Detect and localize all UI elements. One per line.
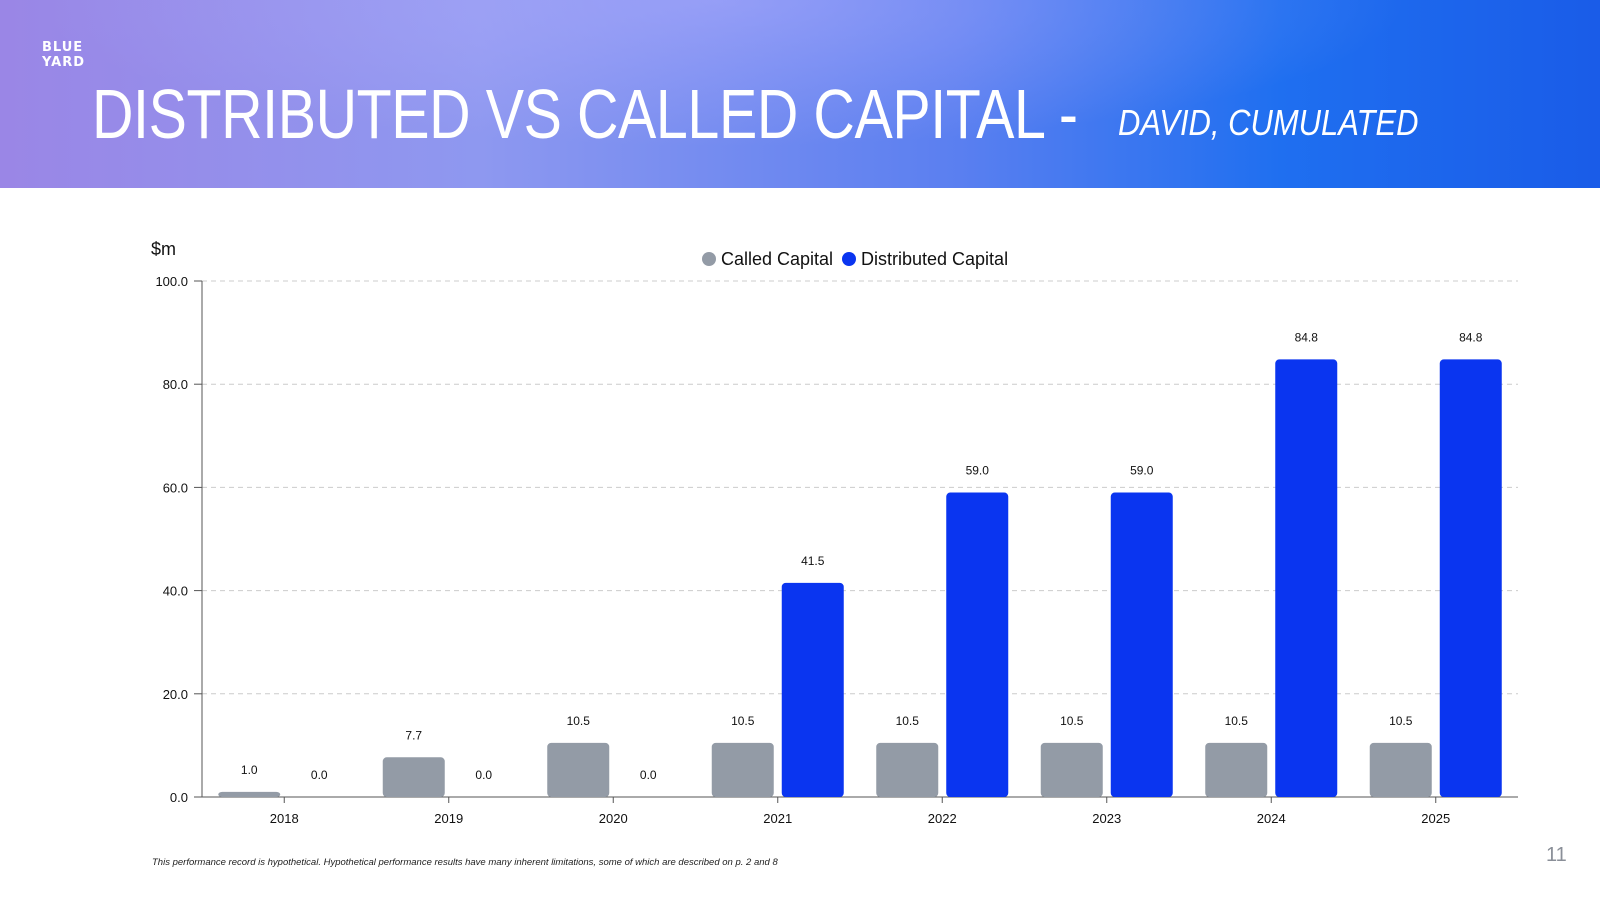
data-label-distributed: 84.8 <box>1459 330 1483 344</box>
data-label-distributed: 84.8 <box>1295 330 1319 344</box>
slide-title: DISTRIBUTED VS CALLED CAPITAL - DAVID, C… <box>92 74 1418 154</box>
data-label-distributed: 59.0 <box>966 464 990 478</box>
bar-called-capital <box>1369 742 1432 797</box>
bar-called-capital <box>1040 742 1103 797</box>
bar-distributed-capital <box>1110 492 1173 797</box>
y-tick-label: 80.0 <box>163 377 188 392</box>
x-tick-label: 2022 <box>928 811 957 826</box>
y-tick-label: 100.0 <box>155 274 188 289</box>
x-tick-label: 2025 <box>1421 811 1450 826</box>
bar-called-capital <box>711 742 774 797</box>
data-label-called: 10.5 <box>1389 714 1413 728</box>
page-number: 11 <box>1546 844 1567 866</box>
bar-distributed-capital <box>1439 359 1502 797</box>
data-label-distributed: 41.5 <box>801 554 825 568</box>
bar-called-capital <box>218 791 281 797</box>
data-label-called: 10.5 <box>896 714 920 728</box>
bar-distributed-capital <box>781 582 844 797</box>
x-tick-label: 2024 <box>1257 811 1286 826</box>
bar-distributed-capital <box>1275 359 1338 797</box>
y-tick-label: 40.0 <box>163 584 188 599</box>
legend-dot-distributed <box>842 252 856 266</box>
data-label-called: 10.5 <box>567 714 591 728</box>
data-label-distributed: 59.0 <box>1130 464 1154 478</box>
data-label-called: 10.5 <box>1060 714 1084 728</box>
legend-label-called: Called Capital <box>721 249 833 269</box>
title-subtitle: DAVID, CUMULATED <box>1118 102 1419 143</box>
x-tick-label: 2023 <box>1092 811 1121 826</box>
blueyard-logo: BLUE YARD <box>42 40 85 70</box>
x-tick-label: 2019 <box>434 811 463 826</box>
header-banner <box>0 0 1600 188</box>
data-label-called: 10.5 <box>731 714 755 728</box>
legend-label-distributed: Distributed Capital <box>861 249 1008 269</box>
data-label-distributed: 0.0 <box>311 768 328 782</box>
bar-called-capital <box>382 757 445 797</box>
x-tick-label: 2021 <box>763 811 792 826</box>
logo-line2: YARD <box>42 55 86 70</box>
x-tick-label: 2020 <box>599 811 628 826</box>
data-label-called: 1.0 <box>241 763 258 777</box>
data-label-distributed: 0.0 <box>640 768 657 782</box>
bar-distributed-capital <box>946 492 1009 797</box>
bar-called-capital <box>1205 742 1268 797</box>
data-label-called: 7.7 <box>405 728 422 742</box>
legend-dot-called <box>702 252 716 266</box>
bar-called-capital <box>547 742 610 797</box>
y-axis-label: $m <box>151 239 176 259</box>
footnote: This performance record is hypothetical.… <box>152 857 778 868</box>
y-tick-label: 20.0 <box>163 687 188 702</box>
y-tick-label: 0.0 <box>170 790 188 805</box>
bar-called-capital <box>876 742 939 797</box>
logo-line1: BLUE <box>42 40 84 55</box>
data-label-distributed: 0.0 <box>475 768 492 782</box>
data-label-called: 10.5 <box>1225 714 1249 728</box>
title-main: DISTRIBUTED VS CALLED CAPITAL - <box>92 75 1078 153</box>
x-tick-label: 2018 <box>270 811 299 826</box>
y-tick-label: 60.0 <box>163 480 188 495</box>
